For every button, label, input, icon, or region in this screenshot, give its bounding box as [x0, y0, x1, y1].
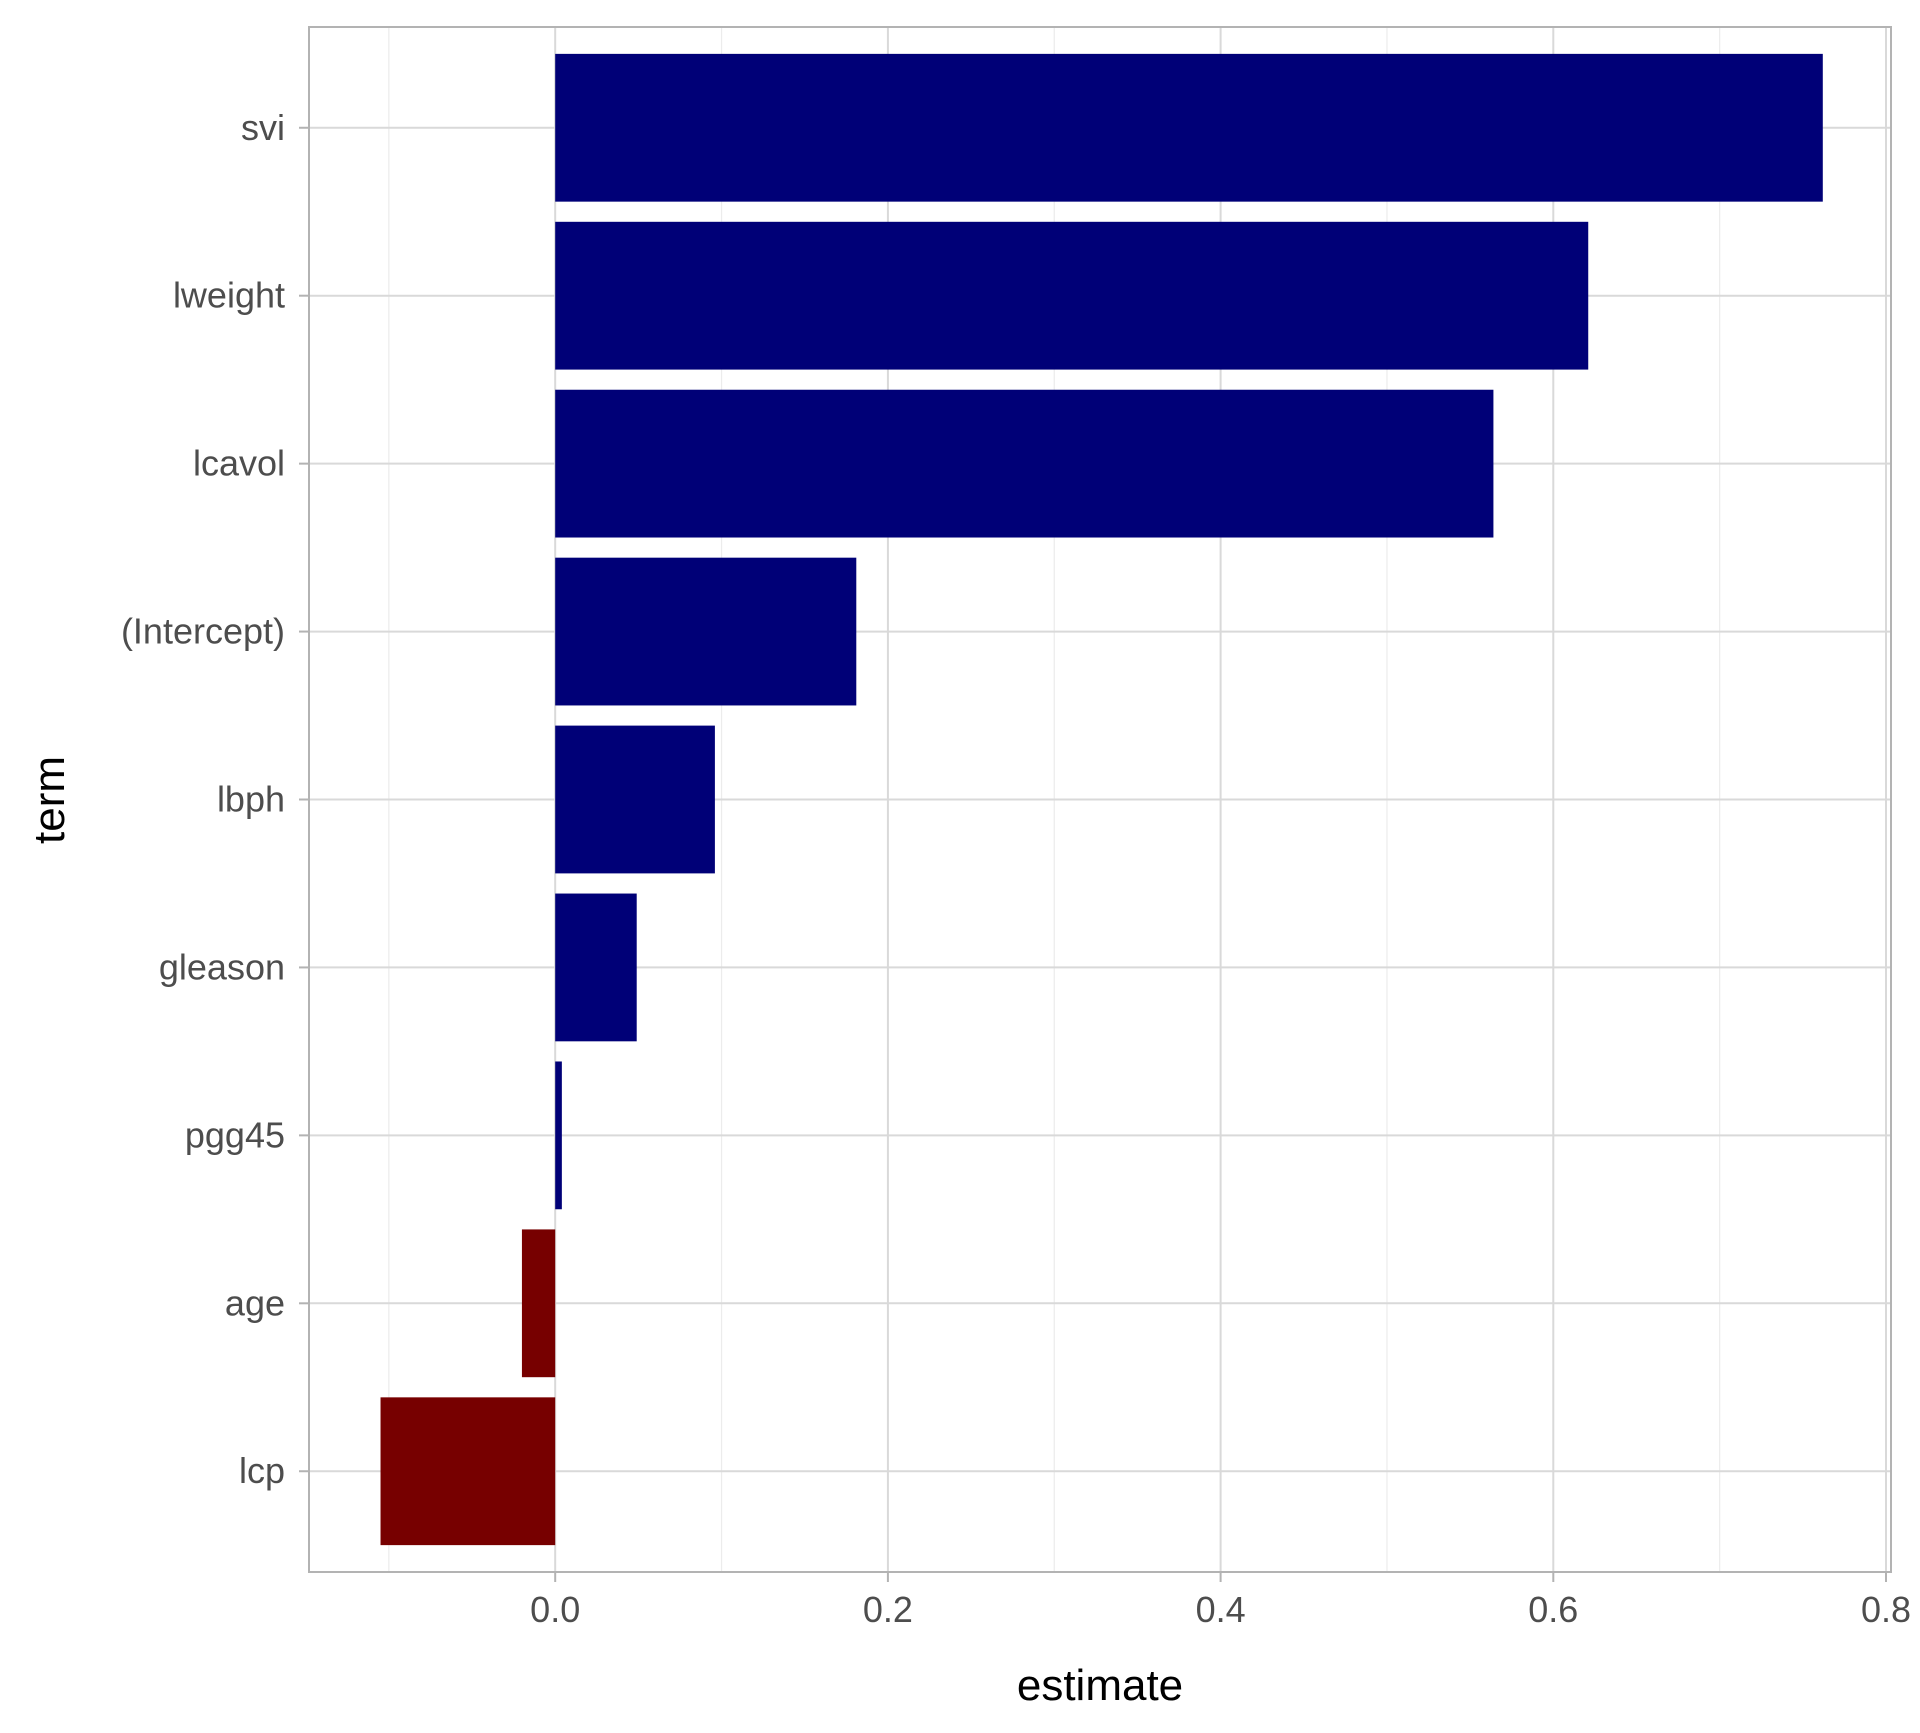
x-tick-label: 0.4 — [1196, 1589, 1246, 1630]
y-tick-label: pgg45 — [185, 1114, 285, 1155]
y-tick-label: gleason — [159, 946, 285, 987]
y-tick-label: lbph — [217, 779, 285, 820]
bar-svi — [555, 53, 1823, 202]
x-tick-label: 0.8 — [1861, 1589, 1911, 1630]
y-tick-label: svi — [241, 107, 285, 148]
x-tick-label: 0.6 — [1528, 1589, 1578, 1630]
y-tick-label: lweight — [173, 275, 285, 316]
bar-lcp — [380, 1397, 556, 1546]
x-tick-label: 0.0 — [530, 1589, 580, 1630]
bar-lbph — [555, 725, 715, 874]
y-tick-label: age — [225, 1282, 285, 1323]
bar-pgg45 — [555, 1061, 562, 1210]
y-tick-label: lcavol — [193, 443, 285, 484]
bar-intercept — [555, 557, 857, 706]
x-axis-title: estimate — [1017, 1661, 1183, 1710]
bar-gleason — [555, 893, 637, 1042]
y-tick-label: (Intercept) — [121, 611, 285, 652]
bar-age — [521, 1229, 556, 1378]
y-tick-label: lcp — [239, 1450, 285, 1491]
bar-lweight — [555, 221, 1589, 370]
y-axis-title: term — [25, 756, 74, 844]
x-tick-label: 0.2 — [863, 1589, 913, 1630]
bar-lcavol — [555, 389, 1494, 538]
